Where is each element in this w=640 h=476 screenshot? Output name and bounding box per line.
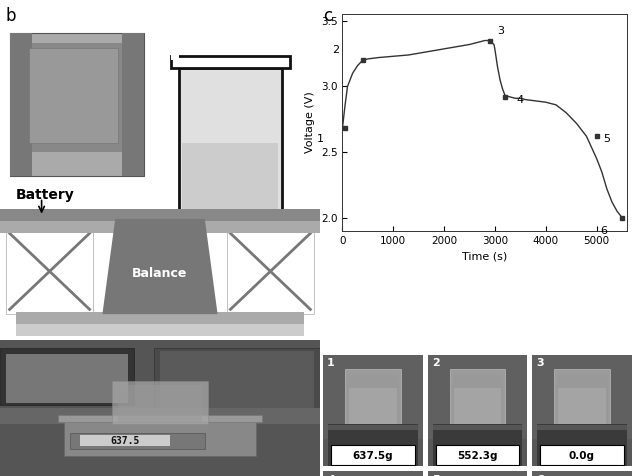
Bar <box>323 471 422 476</box>
Text: 0.0g: 0.0g <box>569 451 595 461</box>
Bar <box>436 445 519 466</box>
Bar <box>452 375 503 425</box>
Bar <box>10 33 32 176</box>
Bar <box>345 369 401 427</box>
Bar <box>347 375 399 425</box>
Bar <box>70 433 205 449</box>
Text: 3: 3 <box>497 26 504 36</box>
Bar <box>328 425 418 429</box>
Bar <box>333 445 383 461</box>
Bar <box>540 445 624 466</box>
Bar <box>182 143 278 209</box>
Bar <box>556 375 608 425</box>
Bar <box>440 447 472 459</box>
Text: 637.5: 637.5 <box>110 436 140 446</box>
Bar <box>331 445 415 466</box>
Bar <box>450 369 505 427</box>
Bar <box>558 388 606 424</box>
Text: 5: 5 <box>432 475 439 476</box>
Bar <box>542 445 592 461</box>
X-axis label: Time (s): Time (s) <box>462 251 508 261</box>
Bar <box>16 312 304 324</box>
Y-axis label: Voltage (V): Voltage (V) <box>305 92 316 153</box>
Bar <box>227 228 314 314</box>
Text: 2: 2 <box>432 358 440 368</box>
Text: 1: 1 <box>327 358 335 368</box>
Bar <box>29 48 118 143</box>
Bar <box>554 369 610 427</box>
Bar <box>80 435 170 446</box>
Bar <box>323 355 422 438</box>
Bar <box>537 425 627 429</box>
Bar <box>433 424 522 466</box>
Bar <box>0 408 320 425</box>
Text: 5: 5 <box>604 134 611 144</box>
Text: b: b <box>5 7 15 25</box>
Bar <box>428 471 527 476</box>
Bar <box>433 425 522 429</box>
Bar <box>537 424 627 466</box>
Bar <box>16 324 304 336</box>
Bar <box>64 417 256 456</box>
Text: 3: 3 <box>536 358 544 368</box>
Bar <box>454 388 501 424</box>
Text: 4: 4 <box>516 95 524 105</box>
Bar <box>10 33 144 176</box>
Text: c: c <box>323 7 332 25</box>
Bar <box>349 388 397 424</box>
Bar <box>328 424 418 466</box>
Bar <box>16 43 138 152</box>
Bar <box>112 381 208 425</box>
Bar <box>154 348 320 411</box>
Text: 6: 6 <box>600 227 607 237</box>
Bar <box>0 221 320 233</box>
Text: 552.3g: 552.3g <box>457 451 498 461</box>
Bar <box>438 445 488 461</box>
Bar <box>172 49 179 60</box>
Text: Balance: Balance <box>132 267 188 280</box>
Bar <box>544 447 577 459</box>
Bar <box>172 56 290 68</box>
Bar <box>0 209 320 221</box>
Bar <box>118 385 202 423</box>
Polygon shape <box>102 219 218 314</box>
Bar <box>335 447 368 459</box>
Bar <box>6 354 128 403</box>
Text: 637.5g: 637.5g <box>353 451 393 461</box>
Bar <box>160 351 314 408</box>
Bar <box>6 228 93 314</box>
Bar <box>122 33 144 176</box>
Bar <box>0 348 134 406</box>
Text: 6: 6 <box>536 475 544 476</box>
Text: Battery: Battery <box>16 188 75 202</box>
Bar <box>179 68 282 214</box>
Bar <box>58 415 262 422</box>
Bar <box>428 355 527 438</box>
Bar <box>532 471 632 476</box>
Bar <box>532 355 632 438</box>
Text: 1: 1 <box>317 134 324 144</box>
Text: 2: 2 <box>332 45 339 55</box>
Text: 4: 4 <box>327 475 335 476</box>
